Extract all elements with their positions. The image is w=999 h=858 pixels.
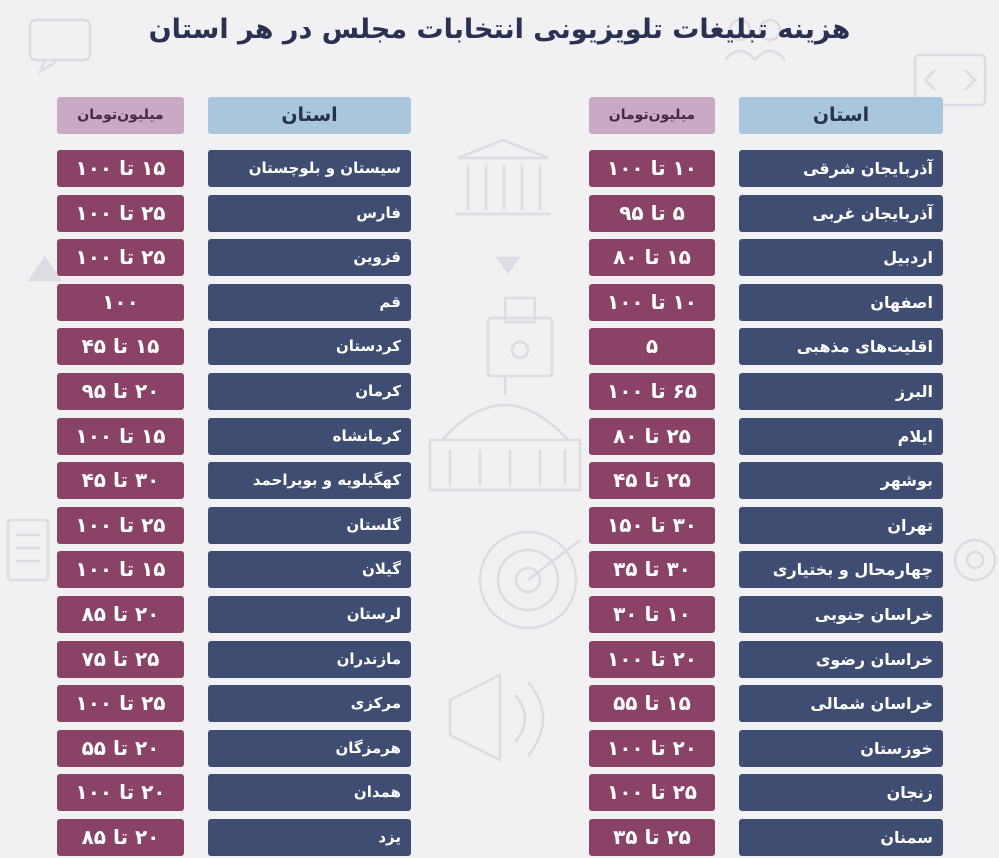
amount-cell: ۲۵ تا ۱۰۰: [57, 239, 184, 277]
amount-cell: ۲۰ تا ۱۰۰: [57, 774, 184, 812]
province-cell: خوزستان: [739, 729, 943, 767]
gear-icon: [953, 538, 997, 582]
amount-cell: ۱۰ تا ۱۰۰: [589, 150, 715, 187]
province-cell: سیستان و بلوچستان: [208, 150, 411, 187]
province-column-header: استان: [739, 97, 943, 134]
table-header: میلیون‌تومان استان: [57, 97, 411, 134]
amount-cell: ۳۰ تا ۱۵۰: [589, 506, 715, 544]
triangle-down-icon: [495, 256, 521, 275]
amount-cell: ۱۵ تا ۴۵: [57, 328, 184, 366]
province-cell: مازندران: [208, 640, 411, 678]
amount-column-header: میلیون‌تومان: [589, 97, 715, 134]
province-cell: خراسان شمالی: [739, 685, 943, 723]
province-cell: البرز: [739, 373, 943, 410]
amount-cell: ۵ تا ۹۵: [589, 194, 715, 232]
amount-cell: ۱۵ تا ۱۰۰: [57, 551, 184, 589]
triangle-icon: [27, 255, 63, 282]
province-cell: آذربایجان شرقی: [739, 150, 943, 187]
building-icon: [455, 138, 551, 216]
province-cell: قزوین: [208, 239, 411, 277]
province-cell: هرمزگان: [208, 729, 411, 767]
amount-cell: ۶۵ تا ۱۰۰: [589, 373, 715, 410]
province-cell: بوشهر: [739, 462, 943, 500]
amount-cell: ۲۵ تا ۳۵: [589, 819, 715, 856]
province-cell: ایلام: [739, 417, 943, 455]
page-title: هزینه تبلیغات تلویزیونی انتخابات مجلس در…: [148, 14, 851, 45]
province-cell: اردبیل: [739, 239, 943, 277]
amount-cell: ۵: [589, 328, 715, 366]
amount-cell: ۲۰ تا ۱۰۰: [589, 729, 715, 767]
province-cell: همدان: [208, 774, 411, 812]
code-icon: [913, 53, 987, 107]
province-cell: خراسان رضوی: [739, 640, 943, 678]
megaphone-icon: [448, 672, 545, 763]
amount-cell: ۲۵ تا ۱۰۰: [57, 685, 184, 723]
province-cell: اقلیت‌های مذهبی: [739, 328, 943, 366]
province-cell: چهارمحال و بختیاری: [739, 551, 943, 589]
province-cell: فارس: [208, 194, 411, 232]
amount-column-header: میلیون‌تومان: [57, 97, 184, 134]
amount-cell: ۱۰ تا ۱۰۰: [589, 283, 715, 321]
province-cell: تهران: [739, 506, 943, 544]
amount-cell: ۲۵ تا ۷۵: [57, 640, 184, 678]
amount-cell: ۱۰ تا ۳۰: [589, 596, 715, 633]
province-cell: کرمانشاه: [208, 417, 411, 455]
amount-cell: ۲۵ تا ۱۰۰: [589, 774, 715, 812]
province-cell: گلستان: [208, 506, 411, 544]
province-cell: گیلان: [208, 551, 411, 589]
province-cell: کردستان: [208, 328, 411, 366]
province-cell: یزد: [208, 819, 411, 856]
document-icon: [6, 518, 50, 582]
province-cell: زنجان: [739, 774, 943, 812]
amount-cell: ۲۰ تا ۱۰۰: [589, 640, 715, 678]
amount-cell: ۳۰ تا ۴۵: [57, 462, 184, 500]
chat-icon: [28, 18, 92, 76]
amount-cell: ۲۵ تا ۸۰: [589, 417, 715, 455]
target-icon: [478, 530, 581, 630]
amount-cell: ۲۵ تا ۱۰۰: [57, 194, 184, 232]
amount-cell: ۱۵ تا ۱۰۰: [57, 417, 184, 455]
province-cell: خراسان جنوبی: [739, 596, 943, 633]
amount-cell: ۲۵ تا ۱۰۰: [57, 506, 184, 544]
amount-cell: ۱۰۰: [57, 283, 184, 321]
amount-cell: ۲۰ تا ۸۵: [57, 819, 184, 856]
people-icon: [724, 18, 786, 61]
province-cell: سمنان: [739, 819, 943, 856]
amount-cell: ۲۵ تا ۴۵: [589, 462, 715, 500]
province-column-header: استان: [208, 97, 411, 134]
province-cell: لرستان: [208, 596, 411, 633]
province-cell: قم: [208, 283, 411, 321]
province-cell: آذربایجان غربی: [739, 194, 943, 232]
province-cell: کرمان: [208, 373, 411, 410]
amount-cell: ۲۰ تا ۸۵: [57, 596, 184, 633]
amount-cell: ۱۵ تا ۸۰: [589, 239, 715, 277]
amount-cell: ۲۰ تا ۵۵: [57, 729, 184, 767]
amount-cell: ۱۵ تا ۵۵: [589, 685, 715, 723]
amount-cell: ۱۵ تا ۱۰۰: [57, 150, 184, 187]
table-header: میلیون‌تومان استان: [589, 97, 943, 134]
province-cell: اصفهان: [739, 283, 943, 321]
province-cell: مرکزی: [208, 685, 411, 723]
parliament-icon: [428, 375, 582, 492]
ballot-box-icon: [486, 296, 554, 378]
amount-cell: ۲۰ تا ۹۵: [57, 373, 184, 410]
amount-cell: ۳۰ تا ۳۵: [589, 551, 715, 589]
province-cell: کهگیلویه و بویراحمد: [208, 462, 411, 500]
